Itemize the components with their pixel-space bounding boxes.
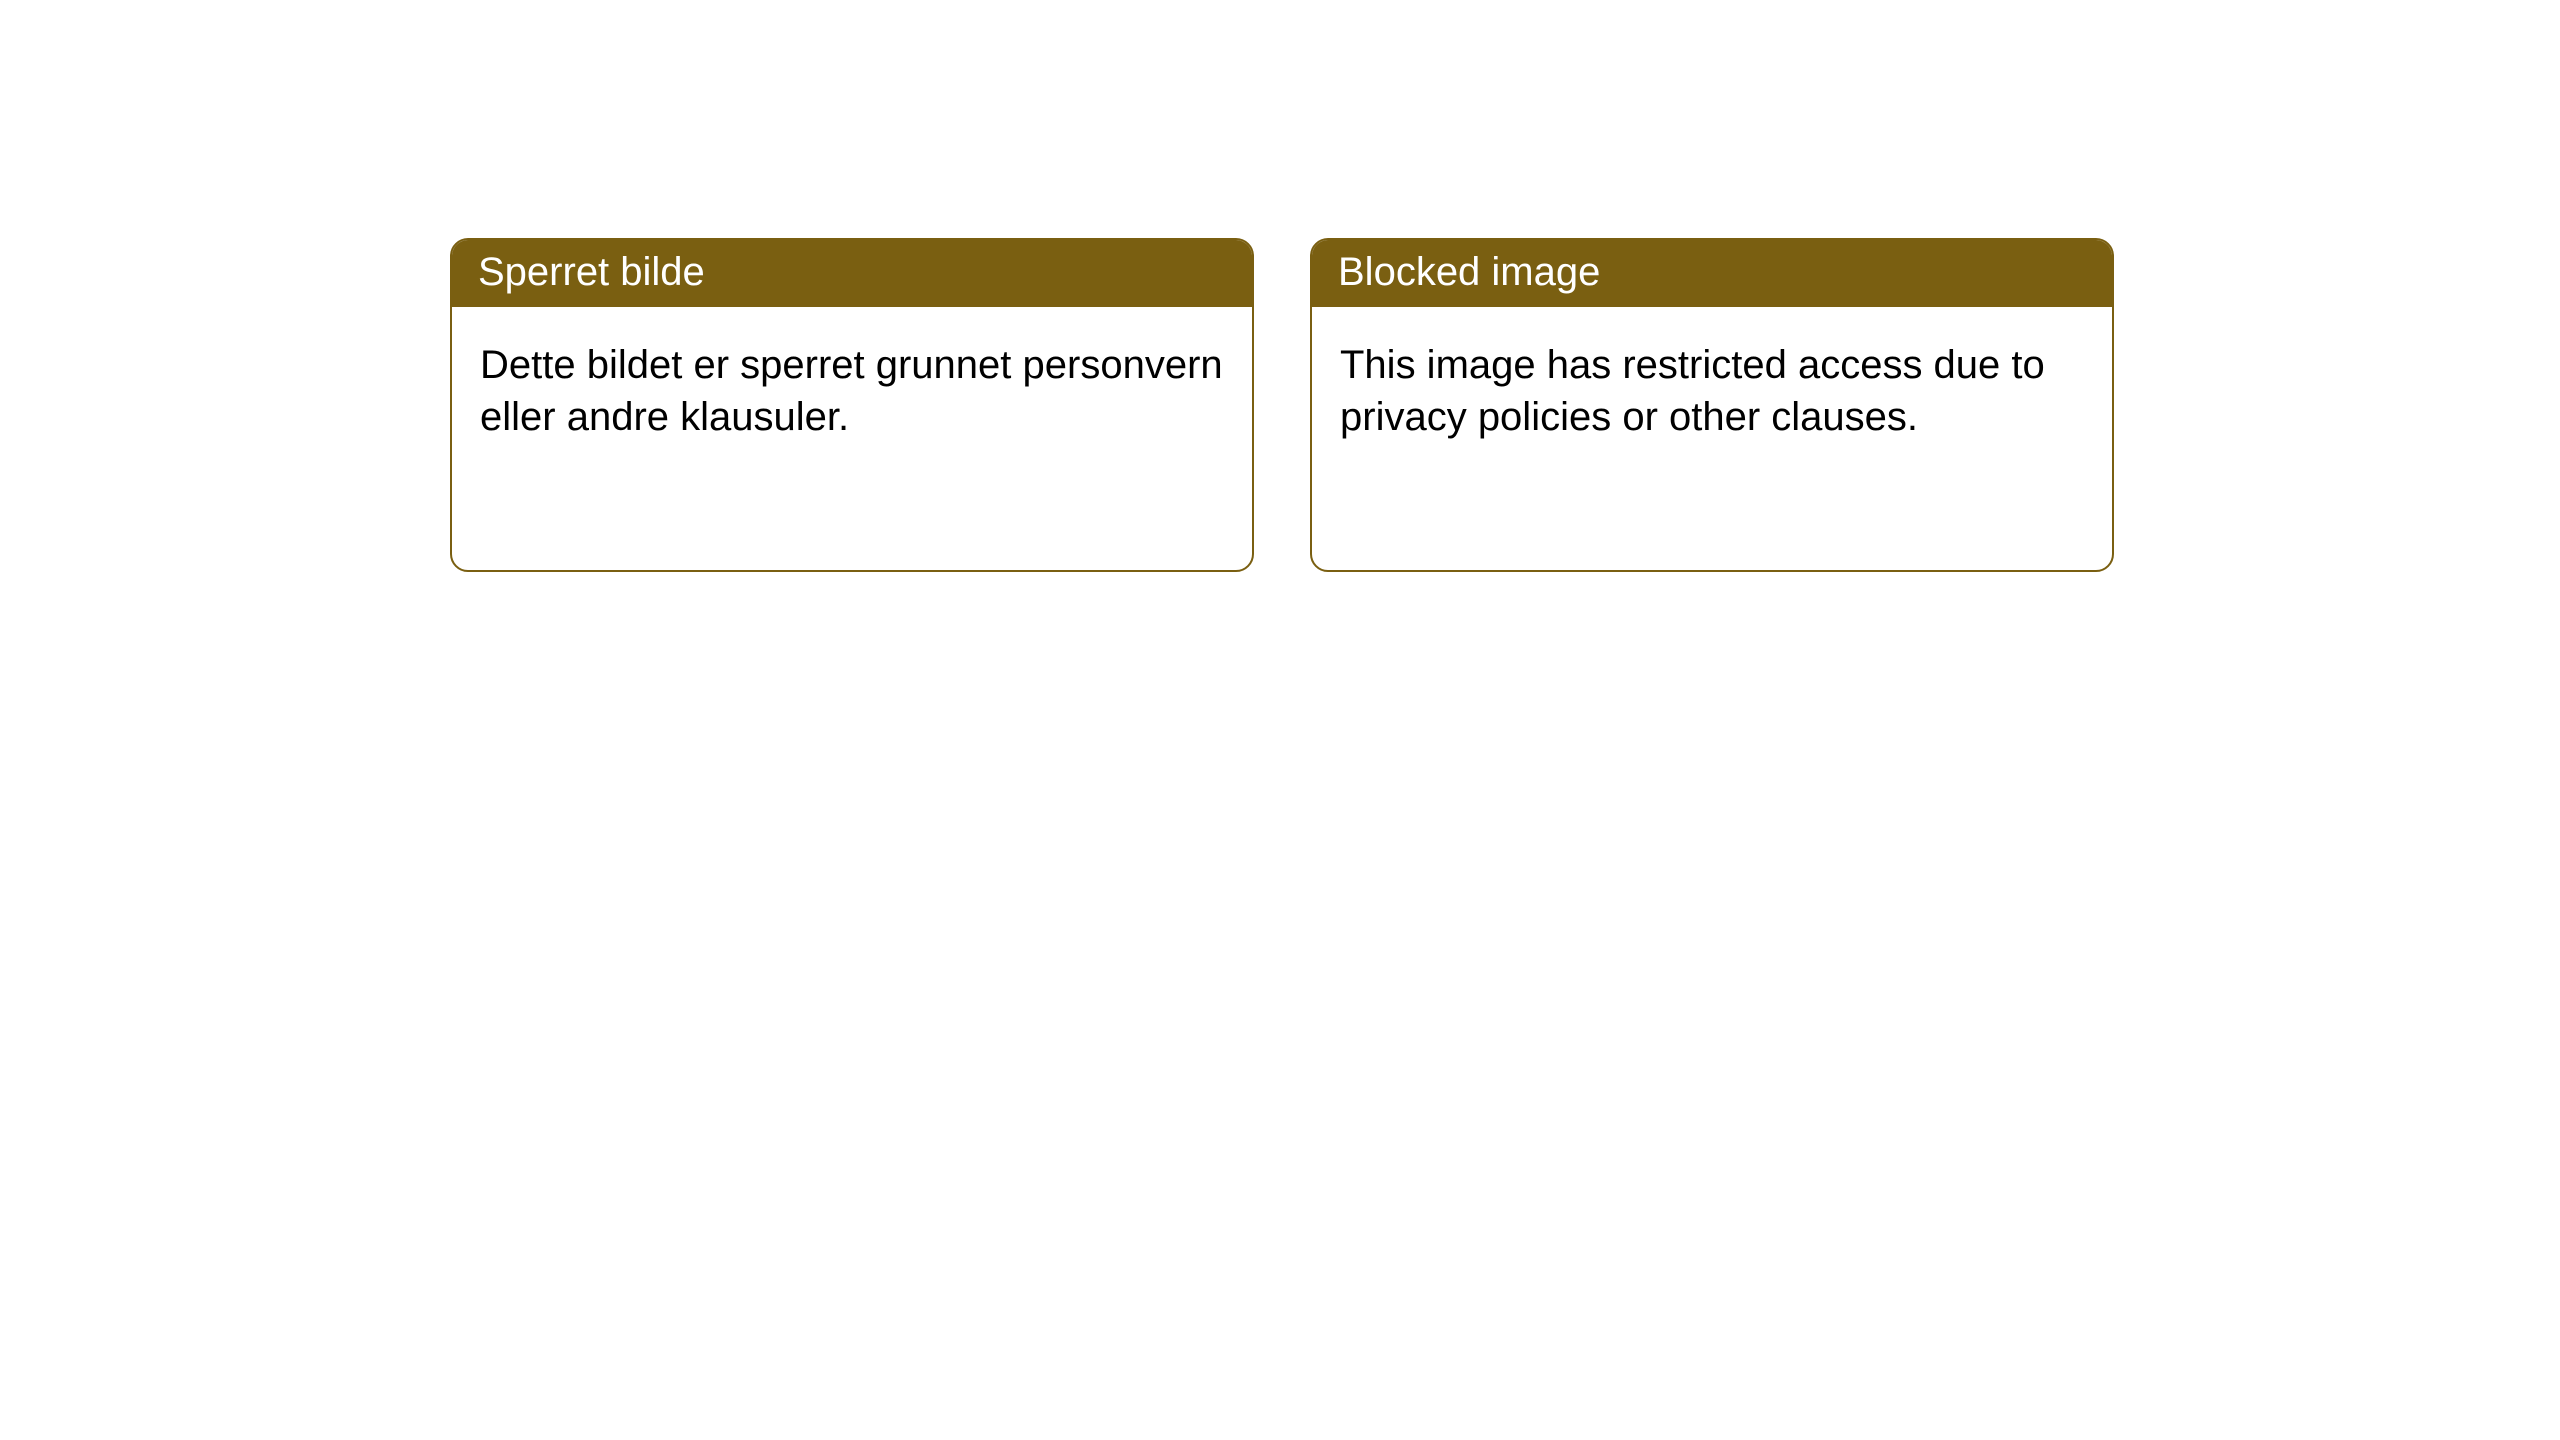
notice-container: Sperret bilde Dette bildet er sperret gr…: [0, 0, 2560, 572]
notice-body: Dette bildet er sperret grunnet personve…: [452, 307, 1252, 475]
notice-title: Sperret bilde: [478, 250, 705, 294]
notice-header: Blocked image: [1312, 240, 2112, 307]
notice-body: This image has restricted access due to …: [1312, 307, 2112, 475]
notice-body-text: Dette bildet er sperret grunnet personve…: [480, 343, 1223, 439]
notice-body-text: This image has restricted access due to …: [1340, 343, 2045, 439]
notice-title: Blocked image: [1338, 250, 1600, 294]
notice-card-english: Blocked image This image has restricted …: [1310, 238, 2114, 572]
notice-header: Sperret bilde: [452, 240, 1252, 307]
notice-card-norwegian: Sperret bilde Dette bildet er sperret gr…: [450, 238, 1254, 572]
